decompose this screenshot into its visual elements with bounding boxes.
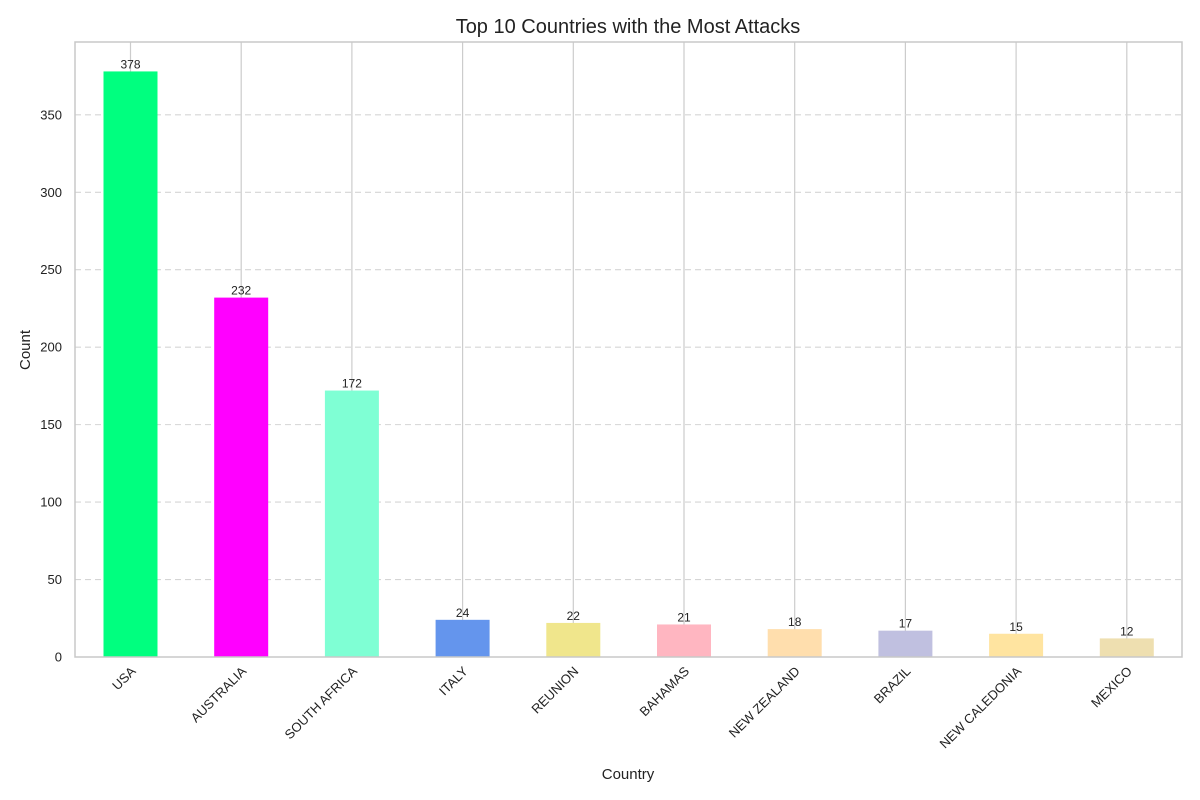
y-axis-label: Count <box>17 329 34 370</box>
bar-australia <box>214 297 269 657</box>
value-labels: 378 232 172 24 22 21 18 17 15 12 <box>120 57 1133 638</box>
value-label-mexico: 12 <box>1120 624 1134 638</box>
value-label-bahamas: 21 <box>677 610 691 624</box>
value-label-new-zealand: 18 <box>788 615 802 629</box>
x-tick-label-reunion: REUNION <box>528 664 581 717</box>
x-tick-label-italy: ITALY <box>436 663 471 698</box>
value-label-italy: 24 <box>456 606 470 620</box>
chart-title: Top 10 Countries with the Most Attacks <box>456 16 801 38</box>
value-label-usa: 378 <box>120 57 140 71</box>
y-tick-label: 100 <box>40 495 62 510</box>
x-tick-label-bahamas: BAHAMAS <box>637 663 693 719</box>
x-tick-label-new-caledonia: NEW CALEDONIA <box>936 663 1024 751</box>
x-tick-label-south-africa: SOUTH AFRICA <box>281 663 360 742</box>
bar-reunion <box>546 622 601 657</box>
bar-new-caledonia <box>989 633 1044 657</box>
x-tick-label-mexico: MEXICO <box>1088 664 1135 711</box>
x-tick-label-usa: USA <box>109 663 139 693</box>
bar-usa <box>103 71 158 658</box>
bar-south-africa <box>324 390 379 657</box>
bar-new-zealand <box>767 629 822 657</box>
y-tick-label: 150 <box>40 417 62 432</box>
x-tick-label-new-zealand: NEW ZEALAND <box>726 664 803 741</box>
y-tick-label: 350 <box>40 107 62 122</box>
y-axis-ticks: 0 50 100 150 200 250 300 350 <box>40 107 62 664</box>
x-tick-label-australia: AUSTRALIA <box>188 663 250 725</box>
bars <box>103 71 1154 658</box>
y-tick-label: 250 <box>40 262 62 277</box>
y-tick-label: 0 <box>55 650 62 665</box>
value-label-south-africa: 172 <box>342 377 362 391</box>
value-label-reunion: 22 <box>567 609 581 623</box>
value-label-new-caledonia: 15 <box>1009 620 1023 634</box>
bar-italy <box>435 619 490 657</box>
bar-bahamas <box>657 624 711 657</box>
plot-frame <box>74 41 1183 658</box>
x-axis-label: Country <box>602 766 655 783</box>
value-label-australia: 232 <box>231 284 251 298</box>
x-axis-ticks: USA AUSTRALIA SOUTH AFRICA ITALY REUNION BAHA… <box>109 663 1135 751</box>
bar-mexico <box>1099 638 1154 657</box>
x-tick-label-brazil: BRAZIL <box>871 664 914 707</box>
bar-brazil <box>878 630 933 657</box>
y-tick-label: 300 <box>40 185 62 200</box>
y-tick-label: 50 <box>48 572 62 587</box>
y-tick-label: 200 <box>40 340 62 355</box>
value-label-brazil: 17 <box>899 617 913 631</box>
